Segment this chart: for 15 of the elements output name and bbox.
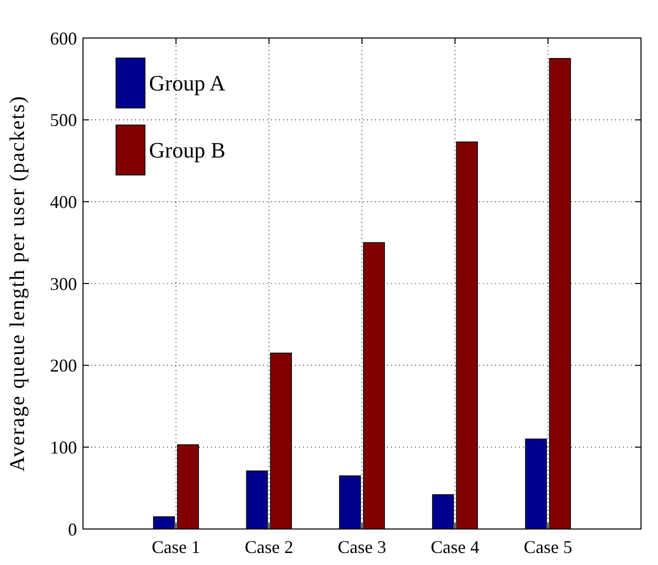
x-tick-label: Case 1 — [152, 537, 200, 557]
x-tick-label: Case 3 — [338, 537, 386, 557]
y-tick-label: 300 — [50, 274, 77, 294]
x-tick-label: Case 5 — [524, 537, 572, 557]
y-tick-label: 600 — [50, 28, 77, 48]
y-tick-label: 100 — [50, 437, 77, 458]
y-tick-label: 200 — [50, 356, 77, 376]
y-tick-label: 400 — [50, 192, 77, 212]
x-tick-label: Case 4 — [430, 537, 480, 557]
x-tick-label: Case 2 — [244, 537, 294, 557]
legend-label: Group A — [149, 70, 226, 96]
y-axis-title: Average queue length per user (packets) — [5, 95, 29, 472]
y-tick-label: 500 — [50, 110, 77, 130]
legend-label: Group B — [149, 138, 226, 163]
y-tick-label: 0 — [68, 519, 77, 540]
